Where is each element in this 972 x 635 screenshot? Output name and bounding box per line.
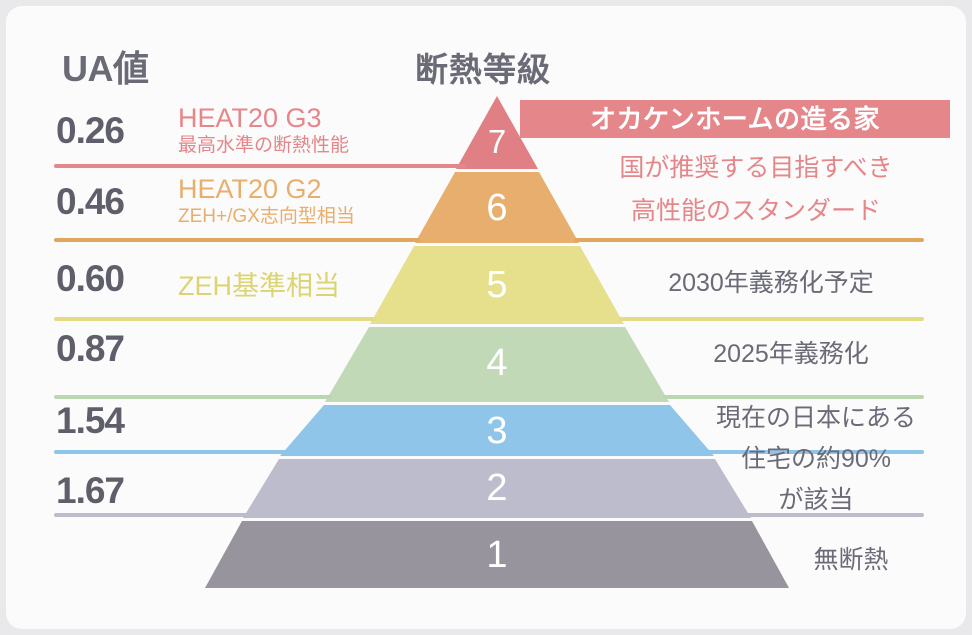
label-heat20-g2: HEAT20 G2 ZEH+/GX志向型相当 (178, 174, 355, 227)
divider-rule-grade2 (54, 513, 249, 517)
label-heat20-g3-main: HEAT20 G3 (178, 103, 322, 133)
pyramid-tier-5-number: 5 (486, 264, 508, 306)
label-heat20-g3: HEAT20 G3 最高水準の断熱性能 (178, 103, 350, 156)
pyramid-tier-7-number: 7 (487, 123, 507, 160)
ua-value-grade5: 0.60 (56, 258, 125, 299)
divider-rule-grade4 (54, 395, 332, 399)
divider-rule-right-grade6 (574, 238, 924, 242)
divider-rule-grade5 (54, 317, 376, 321)
pyramid-tier-6-number: 6 (486, 187, 508, 229)
note-existing-housing-line-2: 住宅の約90% (740, 445, 892, 473)
ua-value-grade4: 0.87 (56, 328, 125, 369)
divider-rule-right-grade3 (707, 450, 924, 454)
divider-rule-right-grade4 (663, 395, 924, 399)
pyramid-tier-2-number: 2 (486, 467, 508, 509)
label-heat20-g2-sub: ZEH+/GX志向型相当 (178, 206, 355, 227)
divider-rule-grade7 (54, 164, 466, 168)
ua-value-grade3: 1.54 (56, 400, 125, 441)
insulation-grade-card: UA値 断熱等級 7 6 5 4 3 2 1 0.26 0.46 (6, 6, 966, 629)
note-2030-mandatory: 2030年義務化予定 (668, 269, 874, 297)
grade-column-header: 断熱等級 (415, 51, 551, 88)
divider-rule-right-grade5 (618, 317, 924, 321)
pyramid-tier-3-number: 3 (486, 410, 508, 452)
divider-rule-right-grade2 (745, 513, 924, 517)
ua-column-header: UA値 (62, 48, 149, 89)
pyramid-tier-1-number: 1 (486, 534, 508, 576)
label-zeh-standard: ZEH基準相当 (178, 271, 340, 301)
divider-rule-grade3 (54, 450, 286, 454)
okaken-home-banner: オカケンホームの造る家 (520, 100, 950, 138)
note-existing-housing-line-1: 現在の日本にある (715, 404, 916, 432)
ua-value-grade2: 1.67 (56, 470, 125, 511)
ua-value-grade6: 0.46 (56, 181, 125, 222)
divider-rule-grade6 (54, 238, 420, 242)
note-2025-mandatory: 2025年義務化 (713, 340, 869, 368)
note-existing-housing-line-3: が該当 (778, 486, 854, 514)
recommendation-line-1: 国が推奨する目指すべき (619, 154, 893, 182)
note-no-insulation: 無断熱 (813, 546, 889, 574)
label-heat20-g2-main: HEAT20 G2 (178, 174, 322, 204)
okaken-home-banner-text: オカケンホームの造る家 (590, 104, 880, 134)
pyramid-tier-4-number: 4 (486, 342, 508, 384)
ua-value-grade7: 0.26 (56, 110, 125, 151)
recommendation-line-2: 高性能のスタンダード (630, 197, 881, 225)
label-heat20-g3-sub: 最高水準の断熱性能 (178, 135, 350, 156)
